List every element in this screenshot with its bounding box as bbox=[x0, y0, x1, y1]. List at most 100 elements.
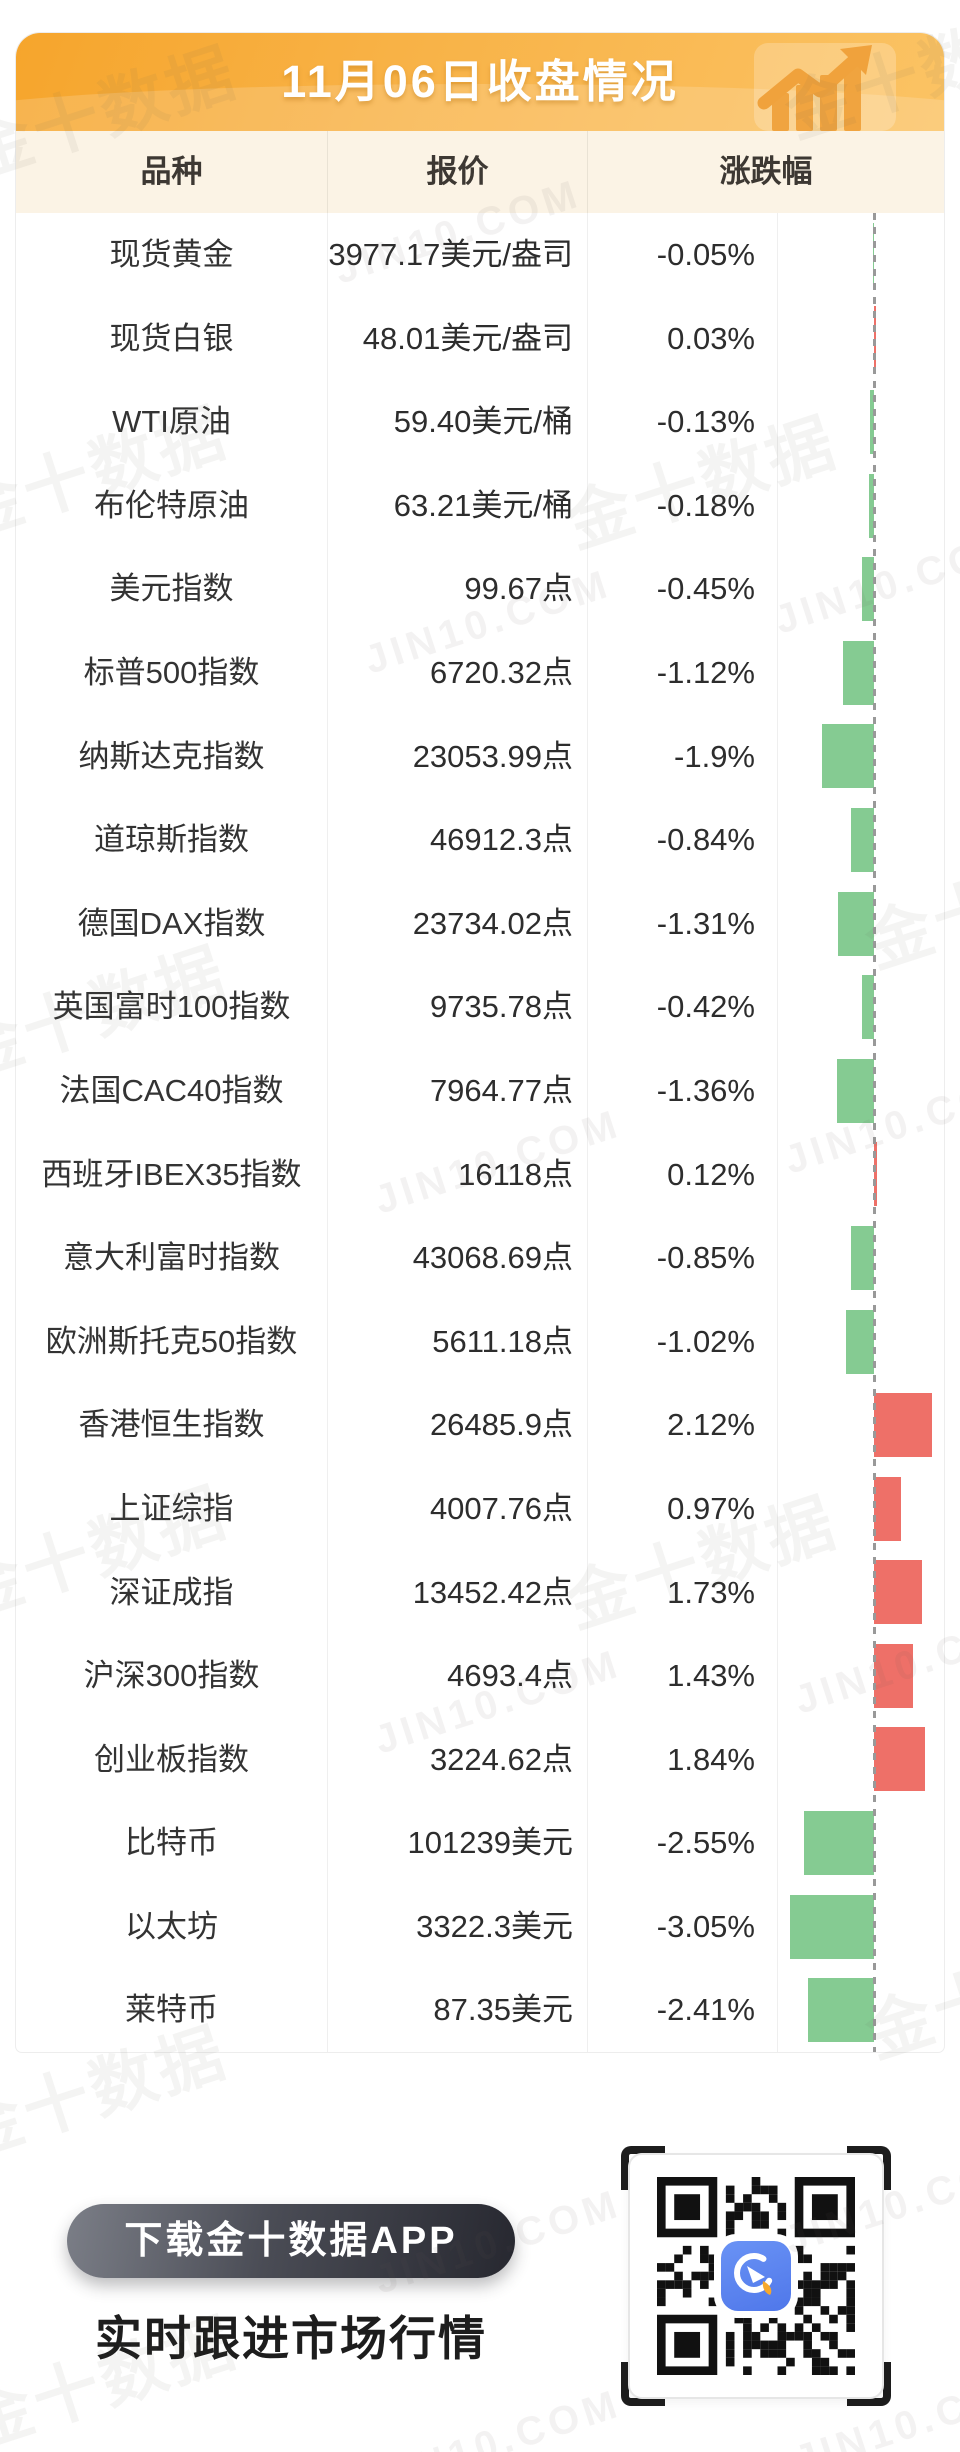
table-body: 现货黄金 3977.17美元/盎司 -0.05% 现货白银 48.01美元/盎司 0.03… bbox=[16, 213, 944, 2053]
change-bar-cell bbox=[778, 464, 944, 548]
change-bar bbox=[874, 1393, 933, 1458]
change-bar bbox=[843, 640, 874, 705]
instrument-change: 1.84% bbox=[588, 1717, 778, 1802]
instrument-change: -1.02% bbox=[588, 1299, 778, 1384]
instrument-price: 99.67点 bbox=[328, 547, 588, 631]
table-row: 欧洲斯托克50指数 5611.18点 -1.02% bbox=[16, 1299, 944, 1384]
instrument-name: 深证成指 bbox=[16, 1550, 328, 1635]
instrument-change: -1.36% bbox=[588, 1048, 778, 1133]
instrument-price: 6720.32点 bbox=[328, 630, 588, 715]
instrument-change: -1.9% bbox=[588, 714, 778, 799]
instrument-change: 0.12% bbox=[588, 1132, 778, 1217]
column-header-change: 涨跌幅 bbox=[719, 154, 813, 189]
instrument-change: 0.97% bbox=[588, 1466, 778, 1551]
table-row: 意大利富时指数 43068.69点 -0.85% bbox=[16, 1216, 944, 1300]
table-row: 现货黄金 3977.17美元/盎司 -0.05% bbox=[16, 213, 944, 297]
instrument-price: 4693.4点 bbox=[328, 1634, 588, 1718]
change-bar bbox=[821, 724, 874, 789]
table-row: 以太坊 3322.3美元 -3.05% bbox=[16, 1884, 944, 1969]
change-bar bbox=[862, 975, 874, 1040]
bar-chart-rising-arrow-icon bbox=[736, 41, 896, 131]
instrument-price: 63.21美元/桶 bbox=[328, 463, 588, 548]
instrument-price: 23053.99点 bbox=[328, 714, 588, 799]
instrument-name: 西班牙IBEX35指数 bbox=[16, 1132, 328, 1217]
change-bar bbox=[870, 389, 874, 454]
change-bar-cell bbox=[778, 798, 944, 882]
card-header: 11月06日收盘情况 bbox=[16, 33, 944, 131]
instrument-change: -1.31% bbox=[588, 881, 778, 966]
instrument-price: 7964.77点 bbox=[328, 1048, 588, 1133]
instrument-price: 87.35美元 bbox=[328, 1968, 588, 2053]
instrument-name: 标普500指数 bbox=[16, 630, 328, 715]
change-bar-cell bbox=[778, 1718, 944, 1802]
change-bar-cell bbox=[778, 547, 944, 631]
instrument-change: -0.18% bbox=[588, 463, 778, 548]
table-row: 美元指数 99.67点 -0.45% bbox=[16, 547, 944, 631]
change-bar bbox=[807, 1978, 874, 2043]
instrument-change: -1.12% bbox=[588, 630, 778, 715]
download-app-button[interactable]: 下载金十数据APP bbox=[67, 2204, 515, 2278]
qr-frame-corner-icon bbox=[847, 2146, 891, 2190]
table-row: 比特币 101239美元 -2.55% bbox=[16, 1801, 944, 1885]
table-row: 法国CAC40指数 7964.77点 -1.36% bbox=[16, 1048, 944, 1133]
jin10-app-icon bbox=[714, 2234, 798, 2318]
instrument-price: 59.40美元/桶 bbox=[328, 380, 588, 464]
change-bar bbox=[874, 1643, 914, 1708]
instrument-price: 3224.62点 bbox=[328, 1717, 588, 1802]
instrument-name: 现货黄金 bbox=[16, 213, 328, 297]
instrument-change: 1.43% bbox=[588, 1634, 778, 1718]
table-row: 英国富时100指数 9735.78点 -0.42% bbox=[16, 965, 944, 1049]
instrument-name: WTI原油 bbox=[16, 380, 328, 464]
change-bar-cell bbox=[778, 1133, 944, 1217]
instrument-name: 美元指数 bbox=[16, 547, 328, 631]
change-bar bbox=[836, 1058, 874, 1123]
instrument-name: 意大利富时指数 bbox=[16, 1216, 328, 1300]
change-bar-cell bbox=[778, 1467, 944, 1551]
instrument-change: -0.13% bbox=[588, 380, 778, 464]
instrument-change: 0.03% bbox=[588, 296, 778, 381]
instrument-change: 1.73% bbox=[588, 1550, 778, 1635]
instrument-change: -0.85% bbox=[588, 1216, 778, 1300]
qr-code[interactable] bbox=[621, 2146, 891, 2406]
instrument-price: 16118点 bbox=[328, 1132, 588, 1217]
change-bar-cell bbox=[778, 965, 944, 1049]
change-bar-cell bbox=[778, 882, 944, 966]
zero-axis-dashed-line bbox=[873, 213, 876, 2053]
instrument-change: 2.12% bbox=[588, 1383, 778, 1467]
change-bar-cell bbox=[778, 1885, 944, 1969]
change-bar-cell bbox=[778, 1801, 944, 1885]
instrument-name: 沪深300指数 bbox=[16, 1634, 328, 1718]
table-row: 沪深300指数 4693.4点 1.43% bbox=[16, 1634, 944, 1718]
instrument-price: 48.01美元/盎司 bbox=[328, 296, 588, 381]
change-bar-cell bbox=[778, 1300, 944, 1384]
instrument-name: 布伦特原油 bbox=[16, 463, 328, 548]
change-bar-cell bbox=[778, 631, 944, 715]
market-table-card: 11月06日收盘情况 品种 报价 涨跌幅 现货黄金 3977.17美元/盎司 -0.… bbox=[16, 33, 944, 2053]
instrument-name: 莱特币 bbox=[16, 1968, 328, 2053]
instrument-price: 43068.69点 bbox=[328, 1216, 588, 1300]
change-bar-cell bbox=[778, 297, 944, 381]
table-row: 现货白银 48.01美元/盎司 0.03% bbox=[16, 296, 944, 381]
instrument-change: -3.05% bbox=[588, 1884, 778, 1969]
change-bar bbox=[874, 1560, 922, 1625]
table-header-row: 品种 报价 涨跌幅 bbox=[16, 131, 944, 213]
instrument-name: 英国富时100指数 bbox=[16, 965, 328, 1049]
instrument-change: -0.42% bbox=[588, 965, 778, 1049]
change-bar-cell bbox=[778, 380, 944, 464]
footer-tagline: 实时跟进市场行情 bbox=[95, 2312, 487, 2365]
qr-frame-corner-icon bbox=[621, 2362, 665, 2406]
change-bar-cell bbox=[778, 1634, 944, 1718]
table-row: 上证综指 4007.76点 0.97% bbox=[16, 1466, 944, 1551]
instrument-name: 上证综指 bbox=[16, 1466, 328, 1551]
table-row: 深证成指 13452.42点 1.73% bbox=[16, 1550, 944, 1635]
instrument-name: 纳斯达克指数 bbox=[16, 714, 328, 799]
change-bar-cell bbox=[778, 1216, 944, 1300]
qr-frame-corner-icon bbox=[621, 2146, 665, 2190]
table-row: 创业板指数 3224.62点 1.84% bbox=[16, 1717, 944, 1802]
instrument-name: 现货白银 bbox=[16, 296, 328, 381]
instrument-price: 3977.17美元/盎司 bbox=[328, 213, 588, 297]
instrument-name: 比特币 bbox=[16, 1801, 328, 1885]
table-row: 纳斯达克指数 23053.99点 -1.9% bbox=[16, 714, 944, 799]
table-row: 西班牙IBEX35指数 16118点 0.12% bbox=[16, 1132, 944, 1217]
